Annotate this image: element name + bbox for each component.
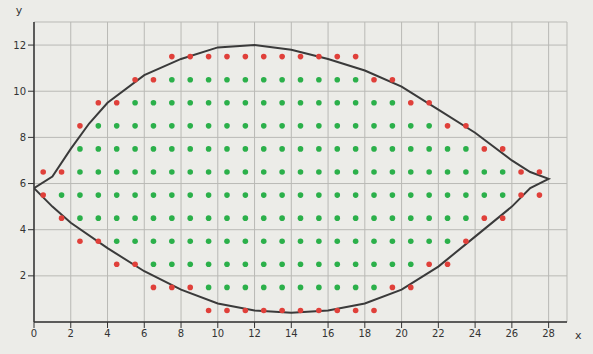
svg-text:16: 16 — [322, 328, 335, 339]
svg-text:6: 6 — [141, 328, 147, 339]
svg-text:8: 8 — [20, 132, 26, 143]
svg-text:10: 10 — [13, 86, 26, 97]
svg-text:x: x — [575, 329, 582, 342]
svg-text:12: 12 — [248, 328, 261, 339]
svg-text:22: 22 — [432, 328, 445, 339]
svg-text:6: 6 — [20, 178, 26, 189]
svg-text:10: 10 — [211, 328, 224, 339]
svg-text:0: 0 — [31, 328, 37, 339]
svg-text:20: 20 — [395, 328, 408, 339]
svg-text:28: 28 — [542, 328, 555, 339]
svg-text:4: 4 — [104, 328, 110, 339]
svg-text:18: 18 — [358, 328, 371, 339]
svg-text:12: 12 — [13, 40, 26, 51]
svg-text:8: 8 — [178, 328, 184, 339]
svg-text:2: 2 — [20, 270, 26, 281]
svg-text:y: y — [16, 4, 23, 17]
svg-text:4: 4 — [20, 224, 26, 235]
svg-text:2: 2 — [68, 328, 74, 339]
svg-text:24: 24 — [469, 328, 482, 339]
svg-text:14: 14 — [285, 328, 298, 339]
svg-text:26: 26 — [505, 328, 518, 339]
